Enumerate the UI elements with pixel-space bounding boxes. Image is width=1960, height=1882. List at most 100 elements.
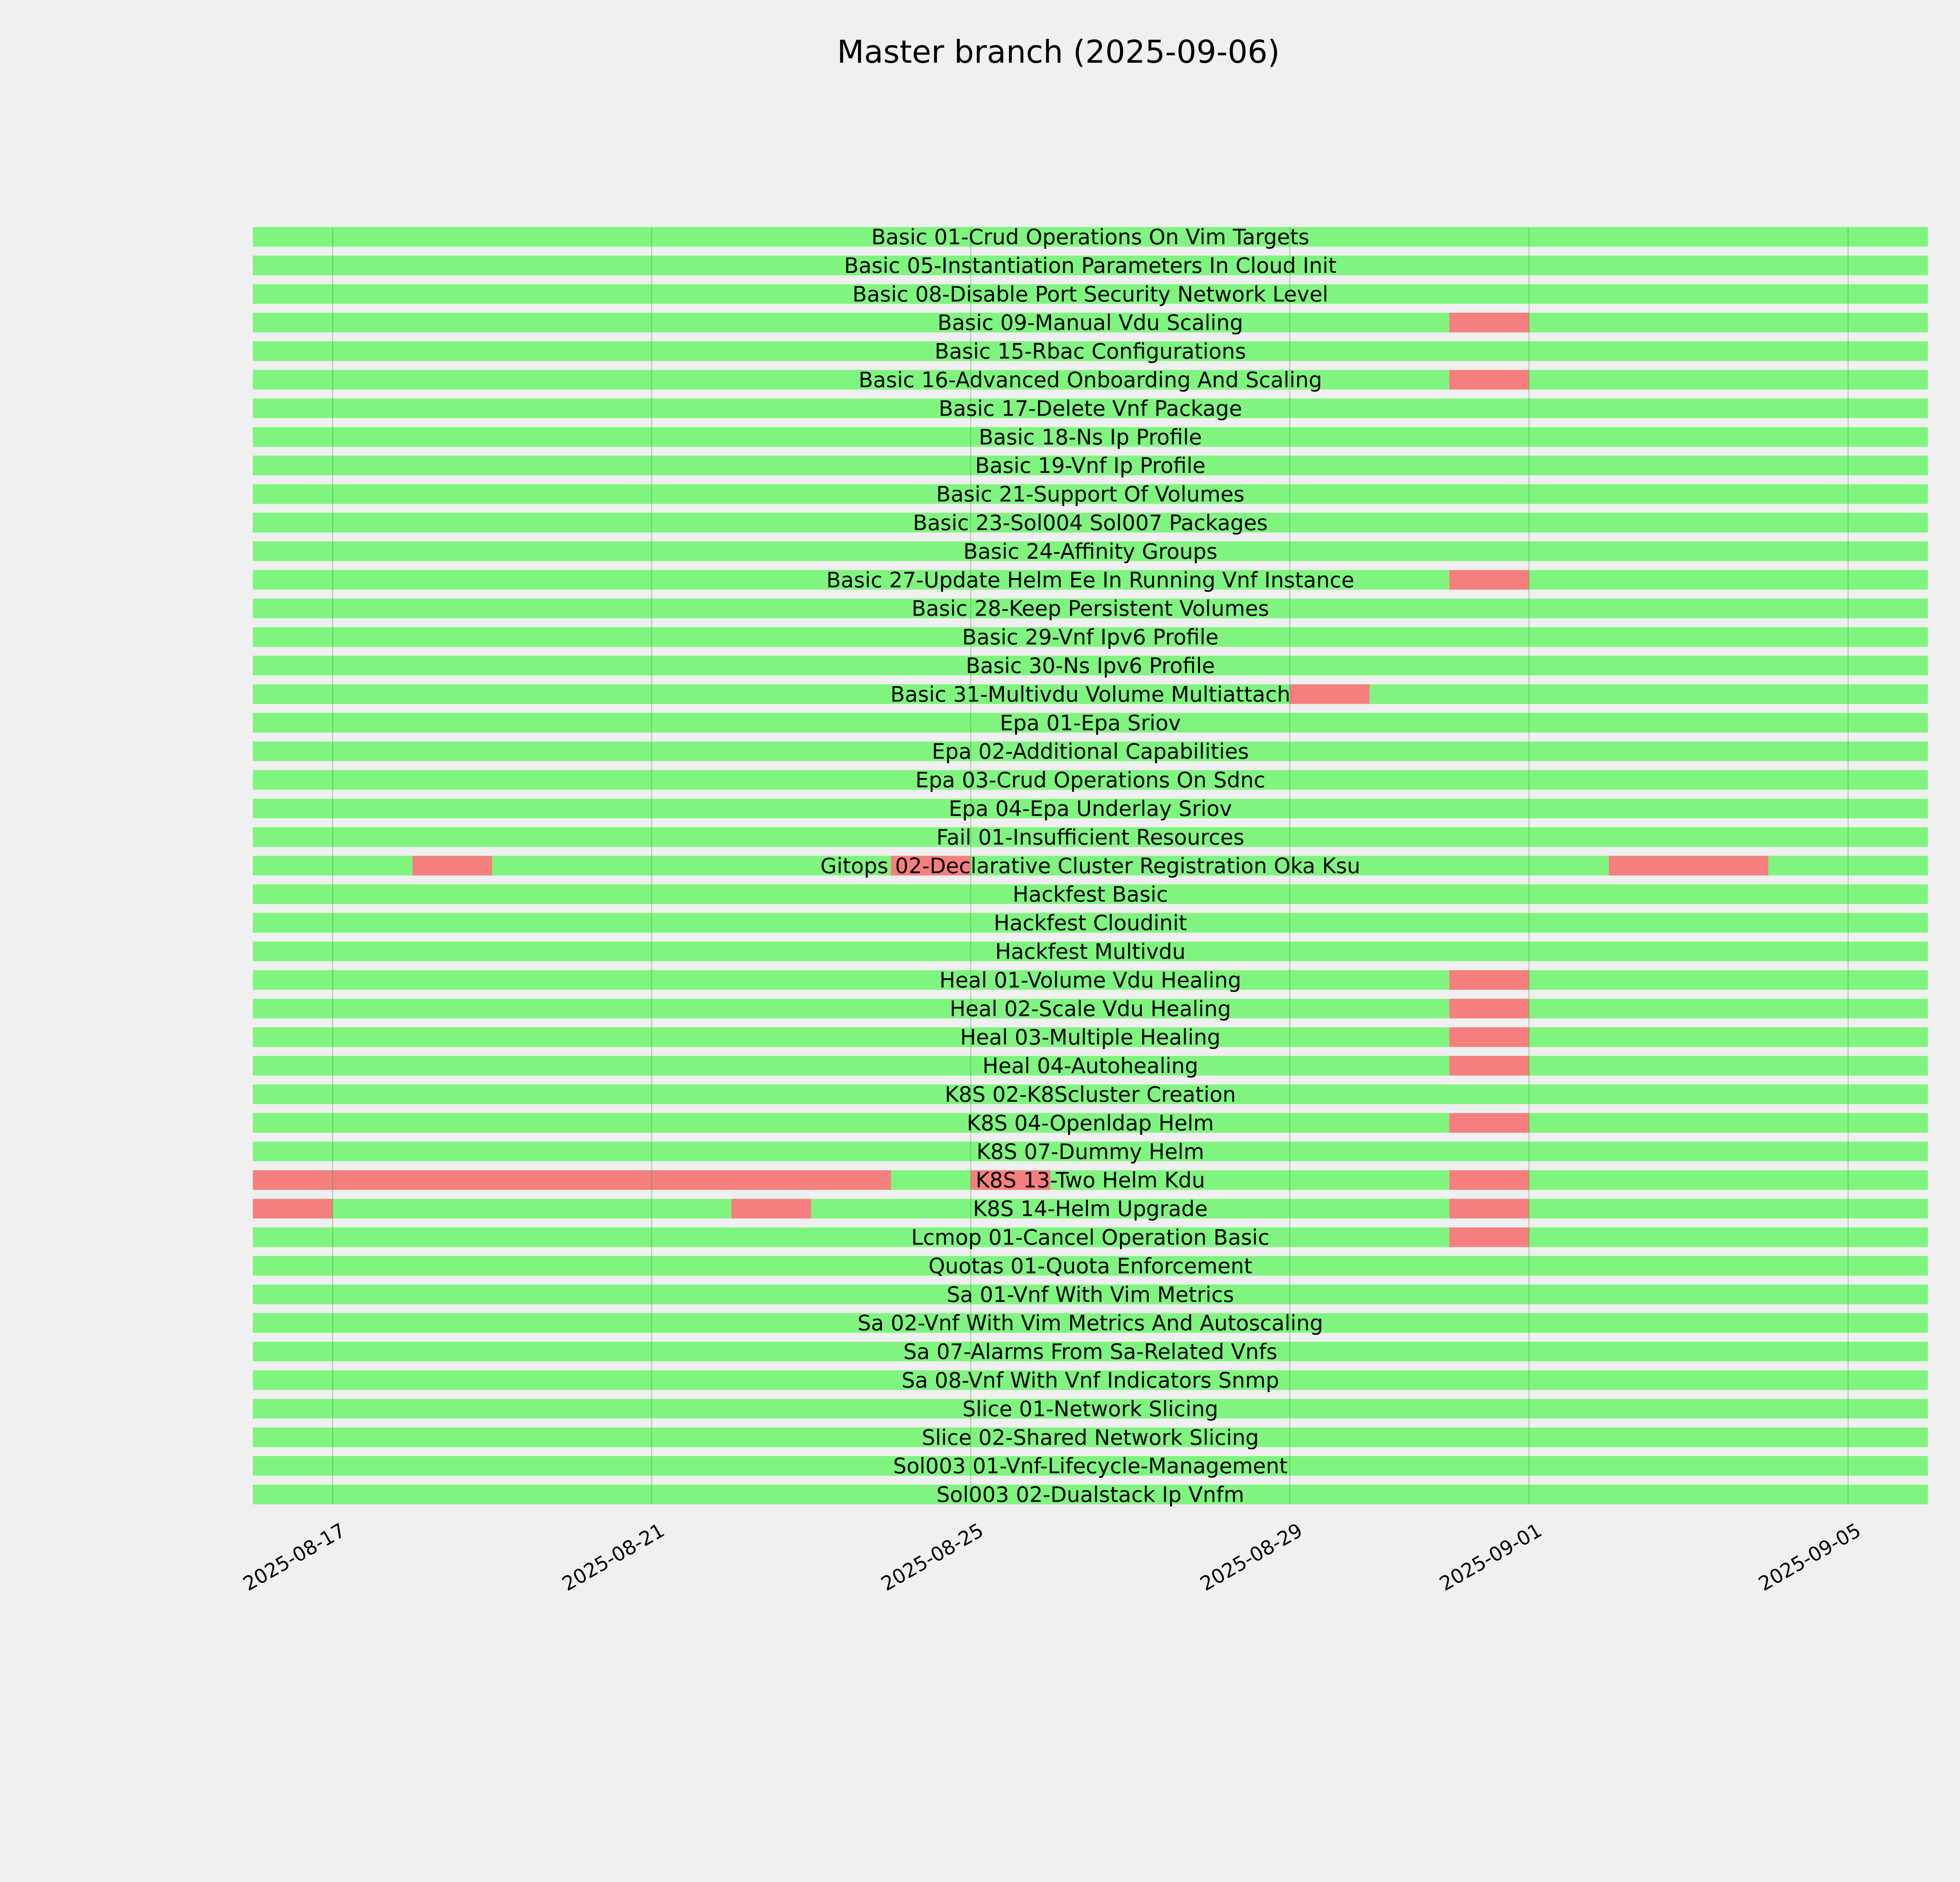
pass-bar (253, 827, 1928, 847)
fail-bar (1449, 1199, 1529, 1219)
pass-bar (253, 884, 1928, 904)
fail-bar (1609, 856, 1769, 876)
row-label: Basic 29-Vnf Ipv6 Profile (962, 625, 1218, 650)
fail-bar (891, 856, 971, 876)
x-tick-label: 2025-08-25 (877, 1519, 987, 1596)
row-label: Sa 08-Vnf With Vnf Indicators Snmp (902, 1368, 1279, 1393)
pass-bar (253, 398, 1928, 418)
row-label: Hackfest Multivdu (995, 939, 1186, 964)
bars-layer (253, 227, 1928, 1504)
fail-bar (1449, 1227, 1529, 1247)
row-label: Basic 23-Sol004 Sol007 Packages (913, 510, 1268, 535)
fail-bar (253, 1170, 891, 1190)
pass-bar (253, 1456, 1928, 1476)
fail-bar (1449, 1027, 1529, 1047)
fail-bar (1449, 1113, 1529, 1133)
row-label: Basic 30-Ns Ipv6 Profile (966, 654, 1215, 678)
pass-bar (253, 484, 1928, 504)
row-label: Basic 21-Support Of Volumes (936, 482, 1245, 507)
row-label: Basic 28-Keep Persistent Volumes (911, 596, 1269, 621)
row-label: Epa 02-Additional Capabilities (932, 739, 1249, 764)
pass-bar (253, 656, 1928, 676)
fail-bar (253, 1199, 333, 1219)
pass-bar (253, 713, 1928, 733)
row-label: Fail 01-Insufficient Resources (936, 825, 1245, 850)
x-tick-label: 2025-08-29 (1196, 1519, 1307, 1596)
row-label: Basic 05-Instantiation Parameters In Clo… (844, 253, 1336, 278)
pass-bar (253, 255, 1928, 275)
row-label: Gitops 02-Declarative Cluster Registrati… (820, 854, 1361, 878)
x-tick-label: 2025-09-05 (1755, 1519, 1865, 1596)
row-label: K8S 04-Openldap Helm (967, 1111, 1214, 1135)
row-label: Basic 24-Affinity Groups (963, 539, 1217, 564)
pass-bar (253, 427, 1928, 447)
pass-bar (253, 1056, 1928, 1076)
pass-bar (253, 770, 1928, 790)
fail-bar (971, 1170, 1051, 1190)
row-label: Heal 02-Scale Vdu Healing (950, 996, 1231, 1021)
pass-bar (253, 1284, 1928, 1304)
row-label: Basic 08-Disable Port Security Network L… (852, 282, 1328, 307)
pass-bar (253, 627, 1928, 647)
fail-bar (412, 856, 492, 876)
row-label: Basic 15-Rbac Configurations (935, 339, 1246, 364)
row-label: Basic 18-Ns Ip Profile (979, 425, 1202, 449)
pass-bar (253, 970, 1928, 990)
fail-bar (1449, 370, 1529, 390)
fail-bar (1449, 1170, 1529, 1190)
row-label: Hackfest Cloudinit (994, 911, 1187, 936)
pass-bar (253, 1370, 1928, 1390)
row-label: K8S 13-Two Helm Kdu (976, 1168, 1205, 1193)
fail-bar (1449, 570, 1529, 590)
row-label: Basic 01-Crud Operations On Vim Targets (871, 225, 1310, 249)
pass-bar (253, 913, 1928, 933)
pass-bar (253, 570, 1928, 590)
pass-bar (253, 799, 1928, 818)
pass-bar (253, 1427, 1928, 1447)
fail-bar (1449, 1056, 1529, 1076)
row-label: Heal 04-Autohealing (982, 1054, 1198, 1078)
pass-bar (253, 1484, 1928, 1504)
chart-title: Master branch (2025-09-06) (837, 34, 1280, 70)
pass-bar (253, 1256, 1928, 1276)
fail-bar (1290, 684, 1370, 704)
row-labels-layer: Basic 01-Crud Operations On Vim Targets B… (820, 225, 1361, 1507)
pass-bar (253, 1342, 1928, 1362)
x-tick-label: 2025-08-17 (239, 1519, 349, 1596)
row-label: K8S 14-Helm Upgrade (973, 1197, 1208, 1221)
row-label: K8S 02-K8Scluster Creation (945, 1082, 1236, 1107)
pass-bar (253, 227, 1928, 247)
x-tick-labels-layer: 2025-08-17 2025-08-21 2025-08-25 2025-08-29… (239, 1519, 1865, 1596)
pass-bar (253, 598, 1928, 618)
pass-bar (253, 341, 1928, 361)
row-label: Sol003 01-Vnf-Lifecycle-Management (893, 1454, 1287, 1479)
row-label: Sa 02-Vnf With Vim Metrics And Autoscali… (858, 1311, 1323, 1335)
row-label: Sa 01-Vnf With Vim Metrics (947, 1282, 1234, 1307)
row-label: Basic 19-Vnf Ip Profile (975, 453, 1206, 478)
pass-bar (253, 1313, 1928, 1333)
row-label: Heal 01-Volume Vdu Healing (939, 968, 1241, 992)
row-label: Slice 01-Network Slicing (962, 1397, 1218, 1421)
row-label: Epa 04-Epa Underlay Sriov (949, 796, 1232, 821)
row-label: Basic 16-Advanced Onboarding And Scaling (858, 368, 1322, 392)
pass-bar (253, 513, 1928, 532)
x-tick-label: 2025-09-01 (1436, 1519, 1546, 1596)
row-label: Hackfest Basic (1013, 882, 1168, 907)
pass-bar (253, 312, 1928, 332)
grid-layer (332, 227, 1849, 1504)
pass-bar (253, 456, 1928, 476)
row-label: Lcmop 01-Cancel Operation Basic (911, 1225, 1269, 1250)
fail-bar (1449, 999, 1529, 1019)
pass-bar (253, 1199, 1928, 1219)
pass-bar (253, 370, 1928, 390)
pass-bar (253, 941, 1928, 961)
pass-bar (253, 1113, 1928, 1133)
row-label: Slice 02-Shared Network Slicing (922, 1425, 1259, 1450)
row-label: Basic 31-Multivdu Volume Multiattach (890, 682, 1290, 707)
row-label: Basic 17-Delete Vnf Package (938, 396, 1242, 421)
row-label: Sol003 02-Dualstack Ip Vnfm (936, 1482, 1244, 1507)
pass-bar (253, 1399, 1928, 1419)
row-label: Basic 09-Manual Vdu Scaling (938, 311, 1243, 335)
fail-bar (1449, 312, 1529, 332)
